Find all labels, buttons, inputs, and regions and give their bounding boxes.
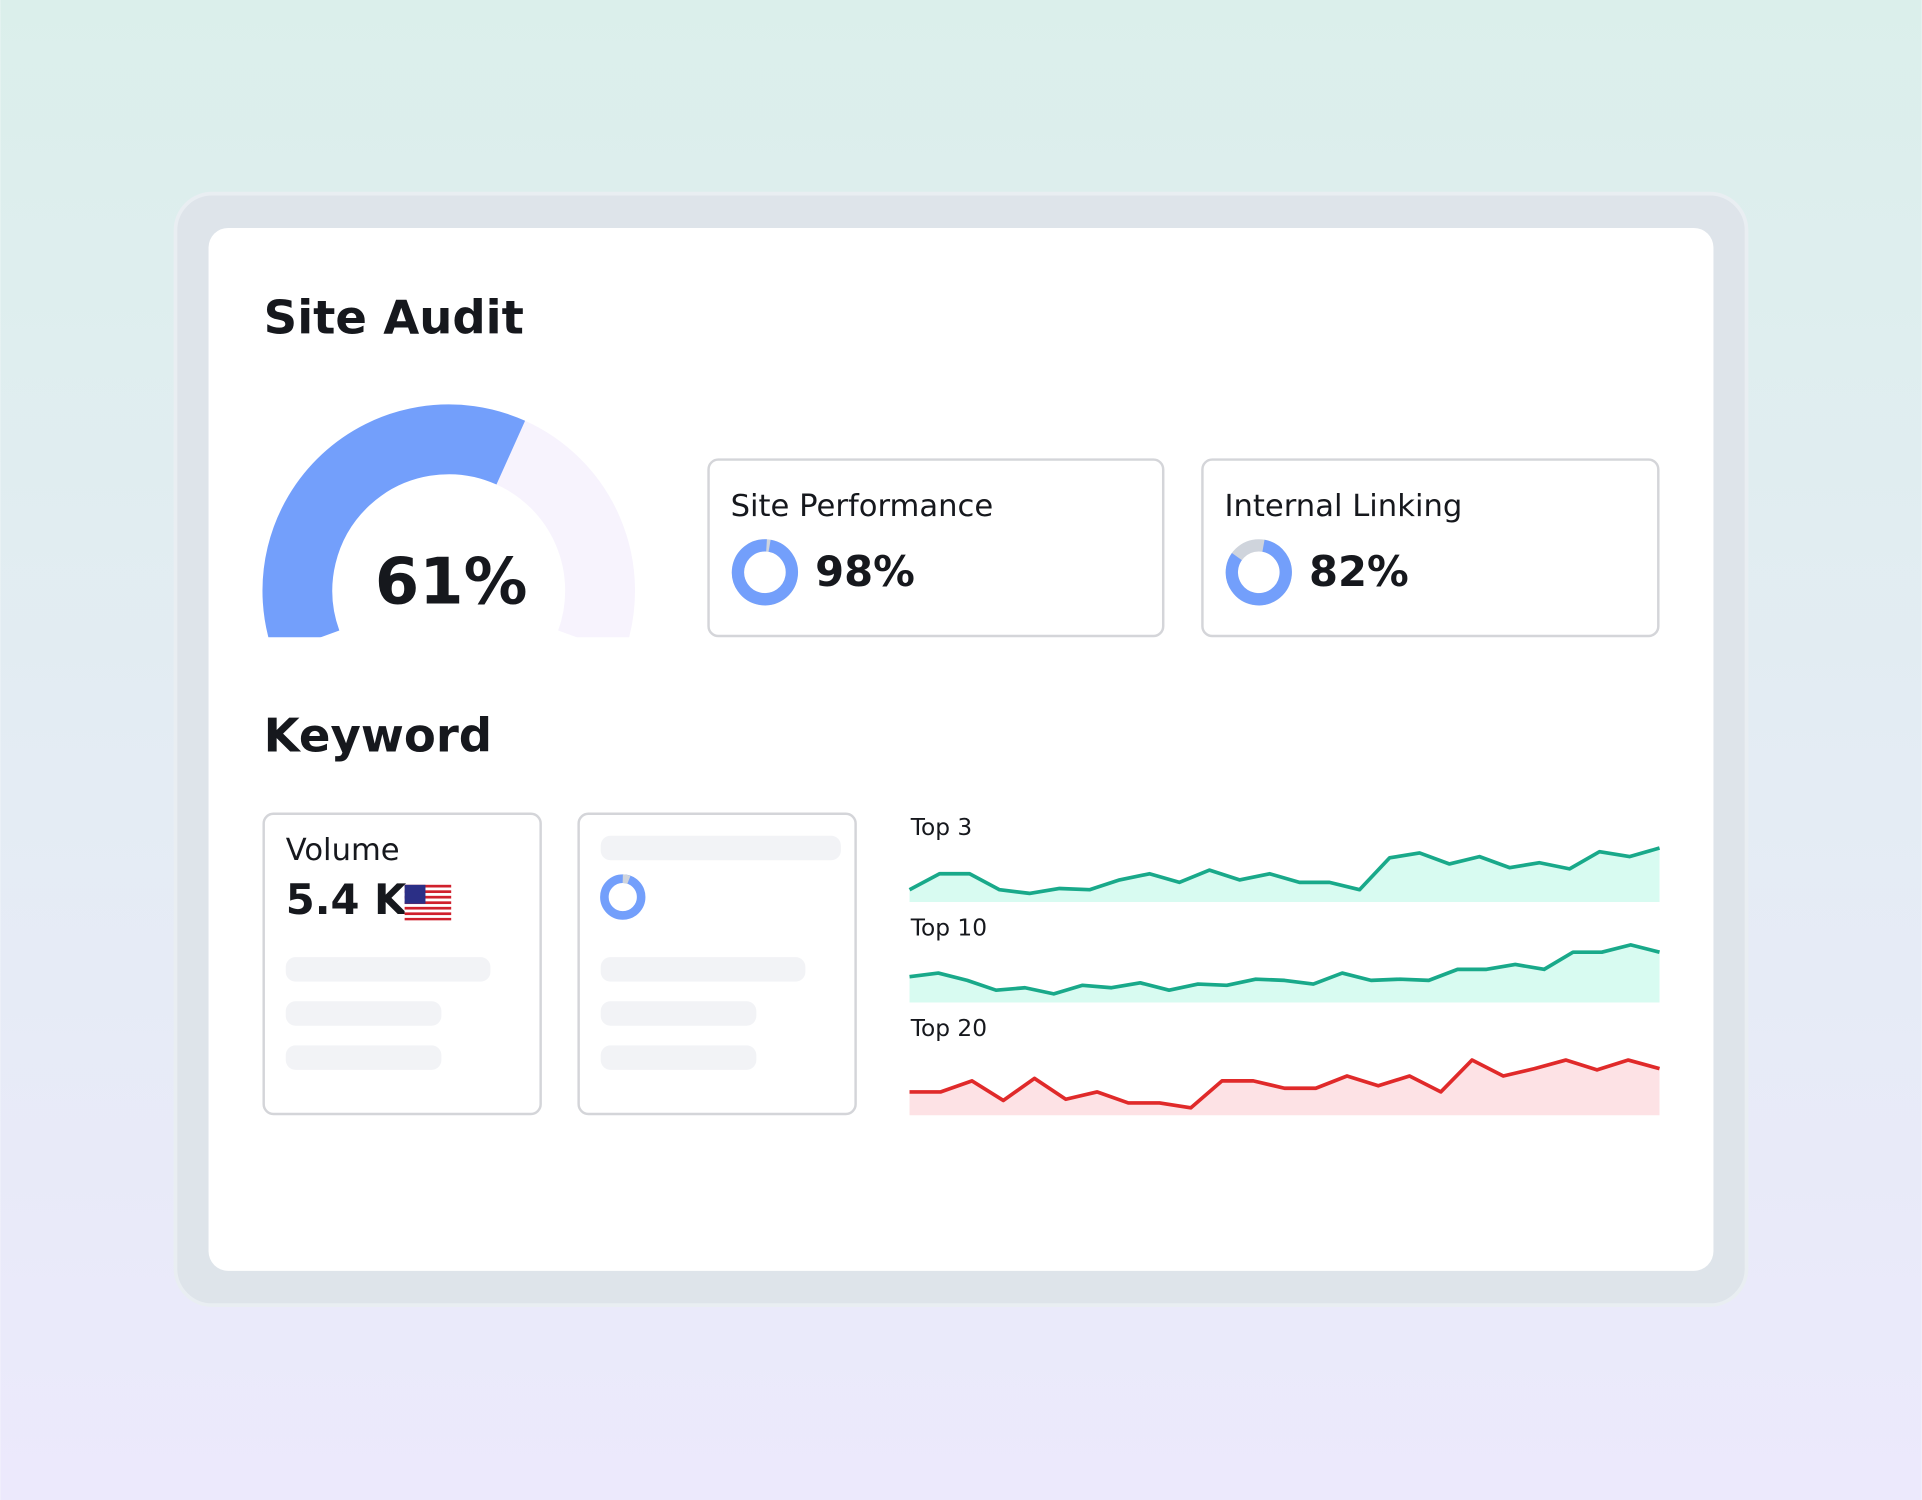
trend-line	[908, 846, 1661, 896]
cards: Site Performance 98% Internal Linking 82%	[731, 489, 1462, 606]
flag	[404, 884, 452, 921]
gauge-value	[262, 404, 526, 638]
trend-label: Top 3	[910, 814, 972, 841]
card-title: Internal Linking	[1224, 489, 1462, 524]
donut-value	[731, 539, 799, 606]
card-value: 82%	[1309, 547, 1409, 596]
trend-line	[909, 943, 1660, 996]
trend-area	[909, 1060, 1660, 1116]
gauge-label: 61%	[375, 545, 528, 619]
gauge	[262, 404, 635, 638]
trend-label: Top 20	[910, 1015, 987, 1042]
mini-donut	[600, 874, 646, 920]
donut-value	[1225, 539, 1292, 606]
card	[1201, 458, 1660, 638]
section-title: Site Audit	[264, 291, 524, 345]
skeleton	[285, 835, 841, 1070]
card-title: Volume	[286, 833, 400, 868]
section-title: Keyword	[264, 708, 492, 762]
card	[707, 458, 1165, 638]
card-value: 98%	[815, 547, 915, 596]
trends: Top 3 Top 10 Top 20	[908, 814, 1661, 1116]
trend-line	[909, 1058, 1661, 1110]
card-value: 5.4 K	[286, 875, 408, 924]
card-title: Site Performance	[731, 489, 994, 524]
trend-label: Top 10	[910, 914, 987, 941]
gauge-track	[495, 420, 635, 638]
